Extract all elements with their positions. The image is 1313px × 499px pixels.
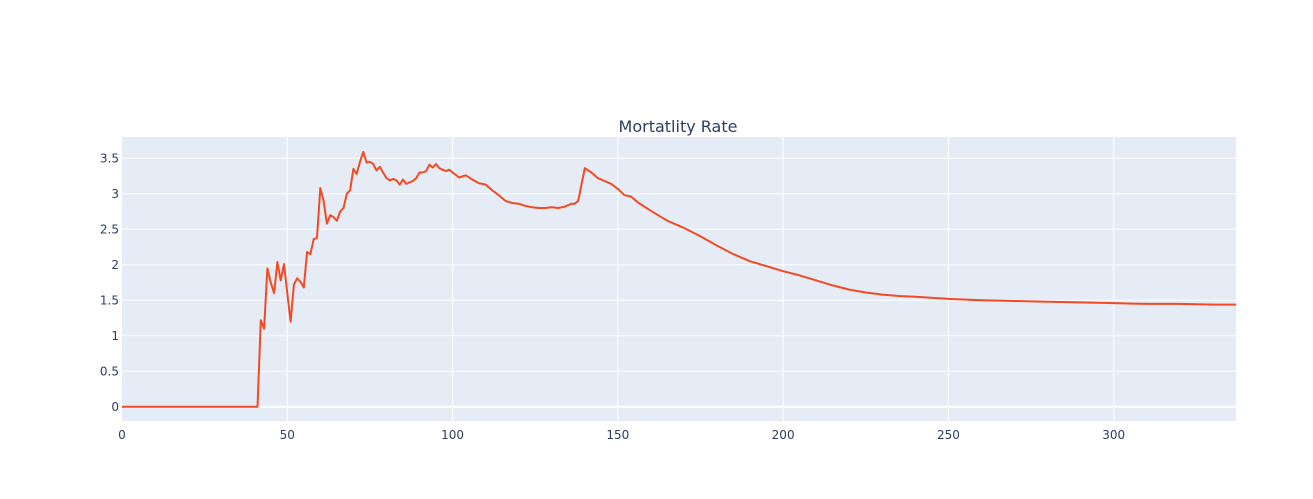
y-tick-label: 2.5 — [100, 222, 119, 236]
x-tick-label: 150 — [606, 428, 629, 442]
x-tick-label: 200 — [772, 428, 795, 442]
mortality-rate-line — [122, 150, 1236, 408]
x-tick-label: 300 — [1102, 428, 1125, 442]
plot-area-background — [122, 137, 1236, 421]
y-tick-label: 2 — [111, 258, 119, 272]
x-axis-ticks: 0 50 100 150 200 250 300 — [118, 428, 1125, 442]
y-tick-label: 3.5 — [100, 151, 119, 165]
y-tick-label: 0 — [111, 400, 119, 414]
x-tick-label: 100 — [441, 428, 464, 442]
series-lines — [122, 150, 1236, 408]
y-tick-label: 0.5 — [100, 364, 119, 378]
y-axis-ticks: 0 0.5 1 1.5 2 2.5 3 3.5 — [100, 151, 119, 414]
y-tick-label: 1 — [111, 329, 119, 343]
gridlines — [122, 137, 1236, 421]
x-tick-label: 50 — [280, 428, 295, 442]
x-tick-label: 0 — [118, 428, 126, 442]
x-tick-label: 250 — [937, 428, 960, 442]
chart-title: Mortatlity Rate — [619, 117, 738, 136]
y-tick-label: 3 — [111, 187, 119, 201]
y-tick-label: 1.5 — [100, 293, 119, 307]
